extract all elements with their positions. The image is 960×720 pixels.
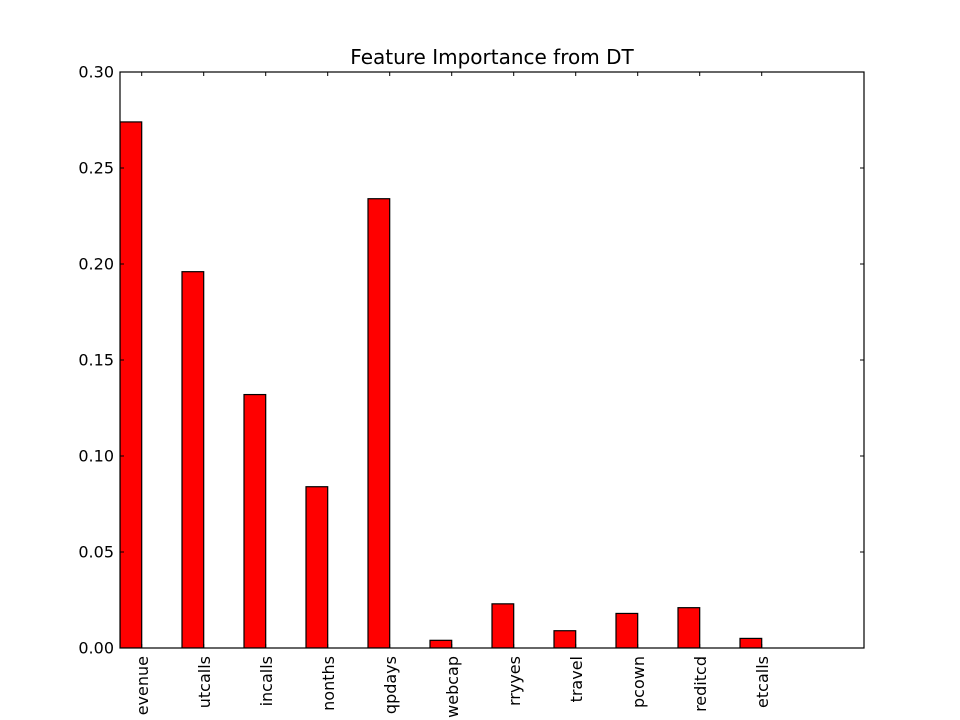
y-tick-label: 0.15 bbox=[78, 351, 114, 370]
x-tick-label: travel bbox=[567, 656, 586, 702]
y-tick-labels: 0.00 0.05 0.10 0.15 0.20 0.25 0.30 bbox=[78, 63, 114, 658]
bar-reditcd bbox=[677, 607, 701, 648]
bar-qpdays bbox=[367, 198, 391, 648]
bar-rryyes bbox=[491, 603, 515, 648]
y-tick-label: 0.05 bbox=[78, 543, 114, 562]
x-tick-label: qpdays bbox=[381, 656, 400, 714]
plot-frame bbox=[119, 71, 865, 649]
x-tick-label: reditcd bbox=[691, 656, 710, 712]
bar-pcown bbox=[615, 612, 639, 648]
y-tick-label: 0.25 bbox=[78, 159, 114, 178]
y-tick-label: 0.10 bbox=[78, 447, 114, 466]
y-tick-label: 0.00 bbox=[78, 639, 114, 658]
x-tick-label: incalls bbox=[257, 656, 276, 706]
bar-nonths bbox=[305, 486, 329, 648]
x-tick-label: rryyes bbox=[505, 656, 524, 706]
bar-travel bbox=[553, 630, 577, 648]
bars-layer bbox=[120, 121, 763, 648]
x-tick-label: utcalls bbox=[195, 656, 214, 708]
x-tick-label: webcap bbox=[443, 656, 462, 718]
chart-title: Feature Importance from DT bbox=[350, 45, 634, 69]
x-tick-label: nonths bbox=[319, 656, 338, 711]
bar-webcap bbox=[429, 639, 453, 648]
x-tick-label: evenue bbox=[133, 656, 152, 715]
bar-evenue bbox=[120, 121, 143, 648]
ticks-layer bbox=[120, 71, 864, 649]
y-tick-label: 0.30 bbox=[78, 63, 114, 82]
x-tick-labels: evenue utcalls incalls nonths qpdays webcap rr… bbox=[133, 656, 772, 718]
x-tick-label: pcown bbox=[629, 656, 648, 708]
x-tick-label: etcalls bbox=[753, 656, 772, 708]
y-tick-label: 0.20 bbox=[78, 255, 114, 274]
bar-etcalls bbox=[739, 637, 763, 648]
bar-incalls bbox=[243, 393, 267, 648]
bar-utcalls bbox=[181, 271, 205, 648]
